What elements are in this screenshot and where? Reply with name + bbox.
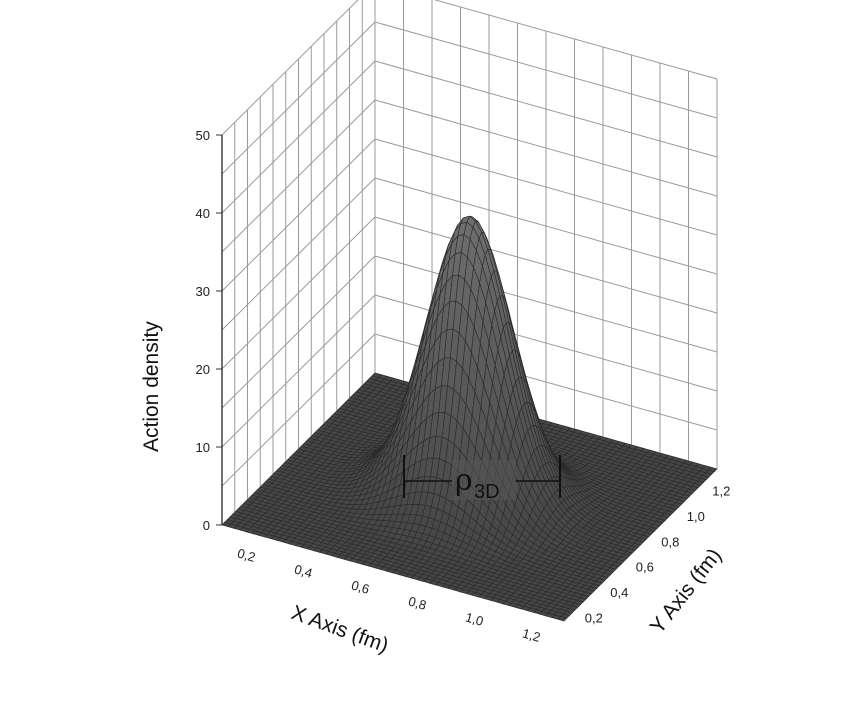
right-wall-gridline — [433, 0, 718, 80]
rho-subscript: 3D — [474, 481, 500, 503]
x-tick-label: 0,4 — [293, 561, 315, 580]
axis-ticks: 0 10 20 30 40 50 0,2 0,4 0,6 0,8 1,0 1,2 0,2 0,4 0,6 0,… — [196, 128, 731, 645]
x-tick-label: 0,2 — [236, 545, 258, 564]
left-wall-gridline — [221, 255, 376, 409]
right-wall-gridline — [374, 99, 718, 197]
z-tick-label: 40 — [196, 206, 210, 221]
x-tick-label: 0,8 — [407, 593, 429, 612]
y-tick-label: 1,0 — [687, 509, 705, 524]
width-annotation: ρ 3D — [403, 455, 561, 503]
right-wall-gridline — [374, 60, 718, 158]
left-wall-gridline — [221, 21, 376, 175]
left-wall-gridline — [221, 138, 376, 292]
z-tick-label: 30 — [196, 284, 210, 299]
x-tick-label: 1,2 — [521, 625, 543, 644]
left-wall-gridline — [221, 99, 376, 253]
left-wall-gridline — [221, 294, 376, 448]
z-axis-title: Action density — [140, 321, 163, 452]
y-axis-title: Y Axis (fm) — [646, 544, 726, 638]
density-surface — [221, 215, 718, 622]
left-wall-gridline — [221, 177, 376, 331]
y-tick-label: 1,2 — [712, 484, 730, 499]
left-wall-gridline — [221, 216, 376, 370]
z-tick-label: 0 — [203, 518, 210, 533]
left-wall-gridline — [221, 333, 376, 487]
rho-symbol: ρ — [455, 463, 473, 498]
left-wall-gridline — [221, 60, 376, 214]
right-wall-gridline — [374, 138, 718, 236]
right-wall-gridline — [374, 255, 718, 353]
x-tick-label: 0,6 — [350, 577, 372, 596]
y-tick-label: 0,8 — [661, 534, 679, 549]
left-wall-gridline — [221, 0, 359, 136]
z-tick-label: 10 — [196, 440, 210, 455]
y-tick-label: 0,2 — [585, 610, 603, 625]
x-axis-title: X Axis (fm) — [288, 601, 391, 657]
right-wall-gridline — [374, 216, 718, 314]
z-tick-label: 50 — [196, 128, 210, 143]
y-tick-label: 0,4 — [610, 585, 628, 600]
right-wall-gridline — [374, 177, 718, 275]
x-tick-label: 1,0 — [464, 609, 486, 628]
z-tick-label: 20 — [196, 362, 210, 377]
y-tick-label: 0,6 — [636, 560, 654, 575]
surface-cell — [557, 616, 568, 622]
right-wall-gridline — [374, 21, 718, 119]
